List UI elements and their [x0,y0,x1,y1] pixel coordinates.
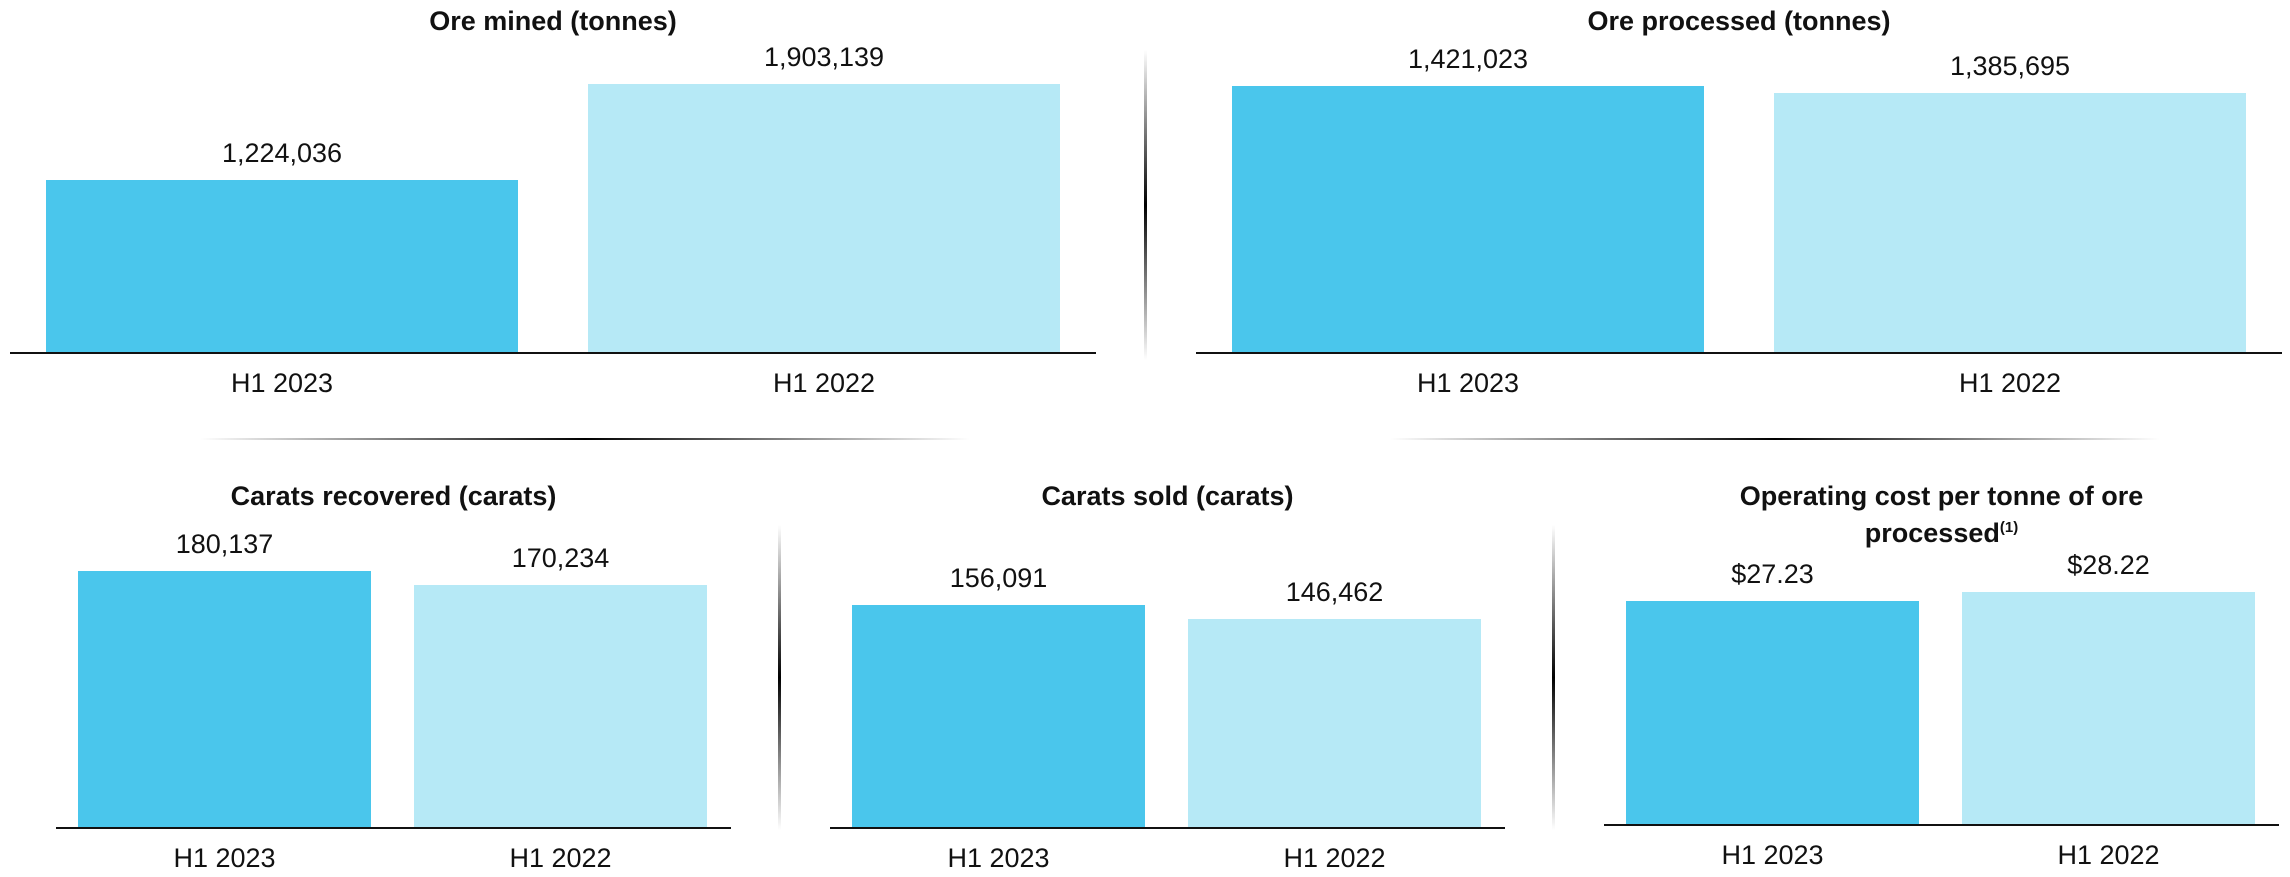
chart-carats-recovered: Carats recovered (carats) 180,137 H1 2023 1… [56,475,731,877]
bar-h1-2023 [1626,601,1919,824]
category-label: H1 2022 [772,368,876,398]
separator-right [1390,438,2160,440]
category-label: H1 2022 [1283,843,1386,873]
data-label: 1,385,695 [1949,51,2071,81]
category-label: H1 2023 [173,843,276,873]
separator-left [200,438,970,440]
separator-bottom-left [778,525,781,830]
chart-title: Operating cost per tonne of ore processe… [1604,481,2279,549]
data-label: $28.22 [2067,550,2150,580]
x-axis-line [1604,824,2279,826]
data-label: 1,903,139 [763,42,885,72]
chart-title: Carats recovered (carats) [56,481,731,512]
chart-title-text: Carats recovered (carats) [230,481,557,511]
chart-title: Ore processed (tonnes) [1196,6,2282,37]
x-axis-line [56,827,731,829]
category-label: H1 2023 [1721,840,1824,870]
chart-title: Carats sold (carats) [830,481,1505,512]
bar-h1-2022 [1774,93,2246,352]
separator-bottom-right [1552,525,1555,830]
x-axis-line [10,352,1096,354]
category-label: H1 2022 [509,843,612,873]
bar-h1-2023 [78,571,371,827]
data-label: $27.23 [1731,559,1814,589]
bar-h1-2022 [588,84,1060,352]
bar-h1-2022 [1188,619,1481,827]
data-label: 170,234 [511,543,610,573]
data-label: 146,462 [1285,577,1384,607]
category-label: H1 2023 [1416,368,1520,398]
data-label: 1,224,036 [221,138,343,168]
bar-h1-2023 [46,180,518,352]
x-axis-line [830,827,1505,829]
category-label: H1 2022 [2057,840,2160,870]
chart-title-text: Ore processed (tonnes) [1587,6,1891,36]
data-label: 1,421,023 [1407,44,1529,74]
chart-title-text: Carats sold (carats) [1041,481,1294,511]
chart-title-text: Operating cost per tonne of ore processe… [1739,481,2144,548]
category-label: H1 2022 [1958,368,2062,398]
chart-operating-cost: Operating cost per tonne of ore processe… [1604,475,2279,877]
bar-h1-2023 [852,605,1145,827]
x-axis-line [1196,352,2282,354]
chart-title-text: Ore mined (tonnes) [429,6,677,36]
chart-ore-processed: Ore processed (tonnes) 1,421,023 H1 2023 1,… [1196,0,2282,420]
bar-h1-2023 [1232,86,1704,352]
bar-h1-2022 [414,585,707,827]
chart-carats-sold: Carats sold (carats) 156,091 H1 2023 146,46… [830,475,1505,877]
data-label: 180,137 [175,529,274,559]
category-label: H1 2023 [947,843,1050,873]
separator-top [1144,50,1147,360]
data-label: 156,091 [949,563,1048,593]
chart-ore-mined: Ore mined (tonnes) 1,224,036 H1 2023 1,903,… [10,0,1096,420]
footnote-marker: (1) [1999,519,2019,536]
category-label: H1 2023 [230,368,334,398]
chart-title: Ore mined (tonnes) [10,6,1096,37]
bar-h1-2022 [1962,592,2255,824]
